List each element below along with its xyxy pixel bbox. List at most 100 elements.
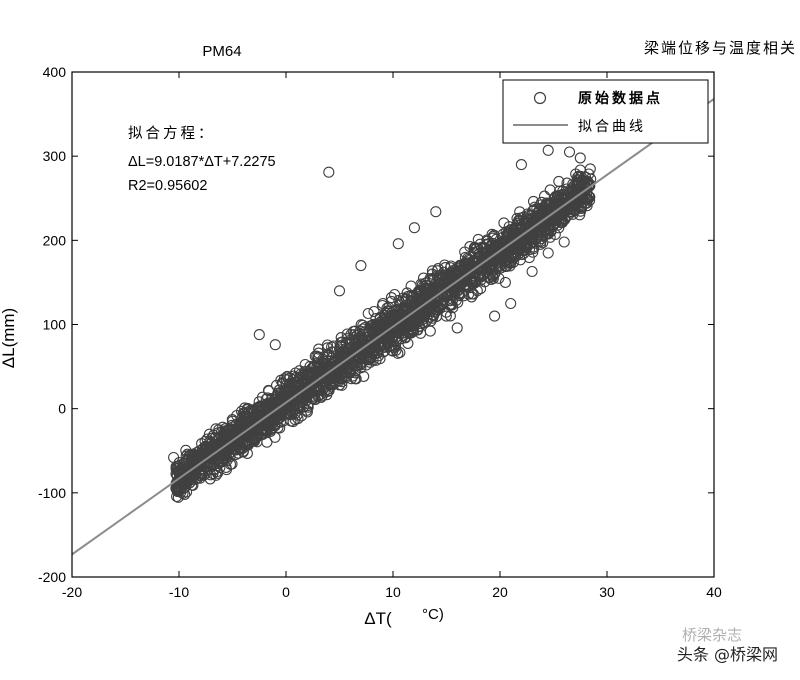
data-point — [335, 332, 347, 344]
data-point — [180, 467, 192, 479]
x-axis-unit: °C) — [422, 606, 444, 623]
data-point — [328, 340, 340, 352]
data-point — [574, 209, 586, 221]
x-tick-label: 30 — [599, 584, 615, 600]
data-point — [178, 470, 190, 482]
data-point — [480, 263, 492, 275]
data-point — [455, 259, 467, 271]
data-point-outlier — [269, 339, 281, 351]
data-point — [321, 339, 333, 351]
x-tick-label: 0 — [282, 584, 290, 600]
data-point — [336, 336, 349, 348]
data-point — [444, 262, 457, 274]
x-tick-label: 40 — [706, 584, 722, 600]
data-point — [196, 443, 209, 455]
data-point — [172, 491, 184, 503]
data-point — [417, 316, 429, 328]
data-point — [582, 193, 594, 205]
data-point — [333, 357, 346, 369]
x-axis: -20 -10 0 10 20 30 40 — [62, 72, 722, 600]
data-point — [283, 408, 295, 420]
corner-title: 梁端位移与温度相关 — [644, 39, 797, 57]
data-point — [345, 349, 357, 361]
data-point-outlier — [542, 144, 554, 156]
data-point-outlier — [499, 276, 511, 288]
data-point — [461, 261, 473, 273]
watermark: 桥梁杂志 头条 @桥梁网 — [677, 626, 778, 664]
data-point — [467, 288, 479, 300]
data-point — [368, 305, 380, 318]
data-point-outlier — [392, 238, 404, 250]
data-point — [313, 373, 325, 385]
data-point — [498, 217, 510, 229]
data-point-outlier — [574, 152, 586, 164]
data-point — [217, 434, 229, 446]
data-point — [323, 384, 335, 397]
legend-marker-original-data — [533, 91, 547, 105]
y-axis-label: ΔL(mm) — [0, 308, 18, 368]
data-point — [360, 359, 372, 371]
data-point — [344, 366, 356, 378]
data-point — [185, 454, 197, 466]
data-point — [362, 307, 374, 320]
data-point — [481, 254, 493, 266]
watermark-faint-text: 桥梁杂志 — [682, 626, 742, 644]
data-point — [483, 263, 496, 275]
data-point — [377, 298, 389, 310]
data-point — [267, 417, 279, 429]
data-point — [270, 391, 282, 403]
data-point-outlier — [168, 451, 180, 464]
data-point — [215, 426, 227, 438]
data-point-outlier — [323, 166, 335, 178]
data-point — [498, 244, 510, 256]
data-point — [385, 344, 398, 356]
data-point — [220, 453, 232, 465]
data-point-outlier — [489, 310, 501, 322]
data-point — [319, 357, 331, 370]
data-point — [464, 274, 476, 286]
data-point — [301, 370, 313, 382]
data-point — [572, 174, 584, 186]
fit-line — [72, 98, 714, 556]
data-point — [251, 408, 263, 420]
data-point — [284, 372, 296, 384]
data-point — [315, 391, 327, 403]
data-point — [549, 198, 561, 211]
data-point — [523, 213, 535, 225]
data-point — [267, 406, 280, 418]
x-tick-label: -20 — [62, 584, 82, 600]
data-point — [204, 460, 216, 472]
data-point — [422, 308, 435, 320]
data-point — [527, 195, 540, 207]
data-point — [374, 336, 386, 348]
data-point — [333, 373, 345, 385]
data-point — [553, 222, 565, 234]
data-point-outlier — [253, 329, 265, 341]
data-point — [426, 268, 438, 280]
data-point — [247, 418, 259, 430]
data-point — [572, 188, 584, 200]
data-point — [408, 325, 420, 338]
data-point — [187, 448, 199, 460]
data-point — [264, 424, 276, 436]
data-point — [436, 273, 448, 285]
y-tick-label: -100 — [38, 485, 66, 501]
data-point — [541, 225, 553, 237]
data-point — [521, 208, 533, 220]
data-point — [189, 460, 201, 472]
data-point — [261, 392, 274, 404]
data-point — [210, 436, 222, 448]
data-point — [528, 243, 540, 255]
data-point-outlier — [180, 477, 193, 489]
data-point — [273, 384, 286, 396]
data-point — [329, 377, 341, 389]
data-point — [570, 168, 582, 180]
y-axis: -200 -100 0 100 200 300 400 — [38, 64, 714, 585]
data-point — [479, 247, 491, 259]
y-tick-label: 400 — [43, 64, 67, 80]
data-point — [297, 386, 309, 398]
data-point — [511, 219, 523, 231]
data-point — [444, 310, 456, 322]
data-point — [287, 398, 299, 410]
